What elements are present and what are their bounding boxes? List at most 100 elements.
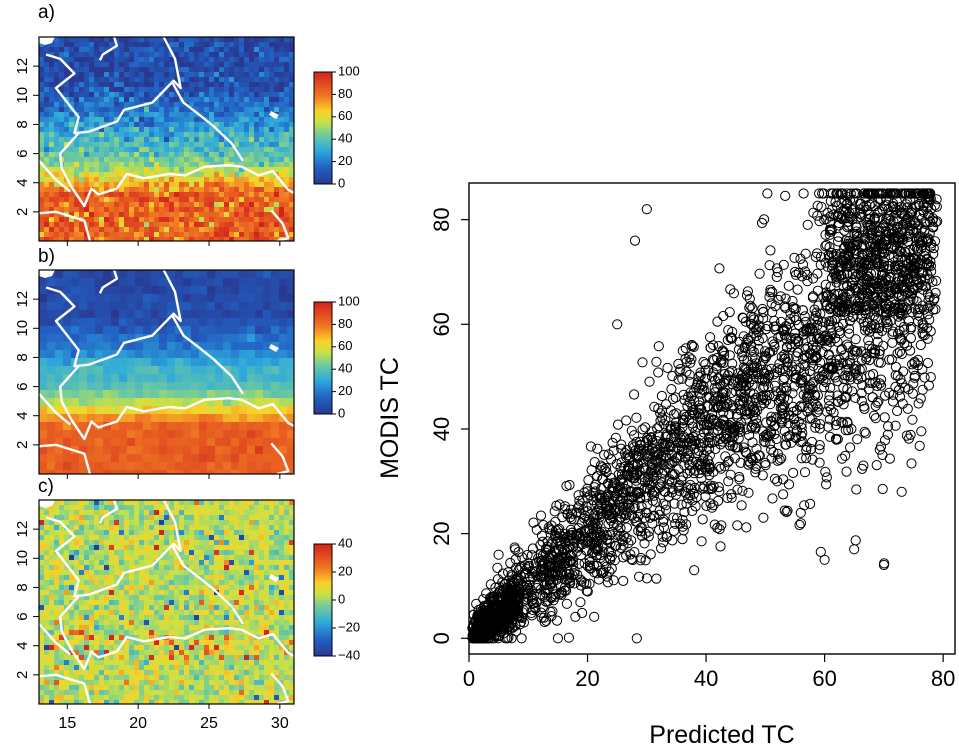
data-point (902, 340, 913, 351)
data-point (794, 519, 805, 531)
data-point (882, 429, 894, 440)
data-point (919, 330, 930, 341)
data-point (505, 557, 516, 569)
data-point (824, 242, 835, 253)
data-point (858, 460, 869, 471)
data-point (679, 506, 690, 518)
data-point (800, 360, 811, 372)
data-point (631, 412, 642, 423)
data-point (729, 422, 740, 434)
data-point (864, 377, 875, 388)
data-point (803, 388, 814, 399)
data-point (751, 418, 762, 429)
data-point (864, 209, 876, 220)
data-point (545, 578, 557, 589)
data-point (829, 288, 840, 300)
data-point (599, 464, 610, 475)
data-point (911, 233, 923, 244)
data-point (745, 395, 756, 406)
data-point (736, 500, 747, 511)
data-point (911, 243, 923, 254)
data-point (633, 446, 644, 457)
data-point (624, 463, 636, 474)
data-point (602, 577, 614, 588)
data-point (907, 207, 918, 218)
data-point (761, 395, 772, 406)
data-point (833, 217, 845, 229)
data-point (671, 436, 682, 447)
data-point (768, 447, 779, 458)
data-point (712, 316, 723, 327)
data-point (706, 502, 718, 513)
data-point (765, 287, 776, 298)
data-point (842, 370, 853, 381)
data-point (719, 350, 730, 361)
data-point (922, 269, 933, 280)
data-point (601, 503, 612, 514)
data-point (862, 204, 873, 215)
data-point (890, 204, 901, 215)
colorbar-tick-label: 20 (338, 153, 352, 168)
data-point (914, 232, 925, 243)
data-point (845, 374, 856, 385)
data-point (692, 448, 703, 459)
data-point (802, 219, 813, 230)
data-point (767, 493, 778, 504)
data-point (815, 259, 826, 270)
data-point (911, 188, 922, 199)
data-point (805, 498, 816, 509)
data-point (734, 474, 745, 485)
data-point (922, 237, 933, 248)
data-point (836, 394, 847, 405)
data-point (686, 339, 697, 351)
data-point (895, 333, 906, 344)
data-point (905, 345, 916, 356)
data-point (642, 450, 653, 461)
data-point (535, 540, 546, 551)
data-point (877, 483, 888, 495)
data-point (661, 531, 673, 543)
data-point (635, 526, 647, 537)
data-point (720, 451, 731, 462)
data-point (732, 520, 743, 531)
data-point (623, 538, 634, 549)
data-point (780, 439, 791, 450)
colorbar (313, 543, 333, 657)
data-point (698, 356, 709, 368)
data-point (925, 372, 936, 383)
data-point (865, 268, 877, 279)
data-point (851, 188, 862, 199)
data-point (924, 314, 935, 325)
data-point (867, 378, 878, 389)
data-point (765, 245, 776, 256)
data-point (565, 578, 576, 589)
data-point (790, 419, 801, 430)
lake-patch (39, 270, 55, 278)
data-point (648, 447, 659, 458)
data-point (667, 457, 678, 468)
data-point (618, 540, 629, 551)
data-point (501, 594, 512, 606)
data-point (696, 536, 707, 547)
data-point (697, 514, 708, 525)
data-point (738, 362, 749, 373)
map-panel-3: c) 2 4 6 8 10 12 15 20 25 30 40 20 0 −20 −40 (14, 476, 360, 732)
data-point (810, 399, 822, 410)
data-point (773, 294, 784, 306)
data-point (836, 270, 847, 281)
data-point (796, 453, 807, 464)
data-point (858, 285, 869, 296)
data-point (589, 482, 600, 493)
data-point (492, 562, 503, 574)
data-point (584, 560, 596, 571)
data-point (617, 473, 628, 485)
data-point (765, 284, 776, 295)
data-point (799, 311, 810, 322)
y-tick-label: 2 (14, 208, 31, 216)
data-point (890, 304, 902, 315)
data-point (597, 462, 608, 473)
data-point (573, 558, 585, 570)
data-point (846, 423, 857, 435)
data-point (874, 206, 885, 217)
data-point (579, 558, 590, 569)
